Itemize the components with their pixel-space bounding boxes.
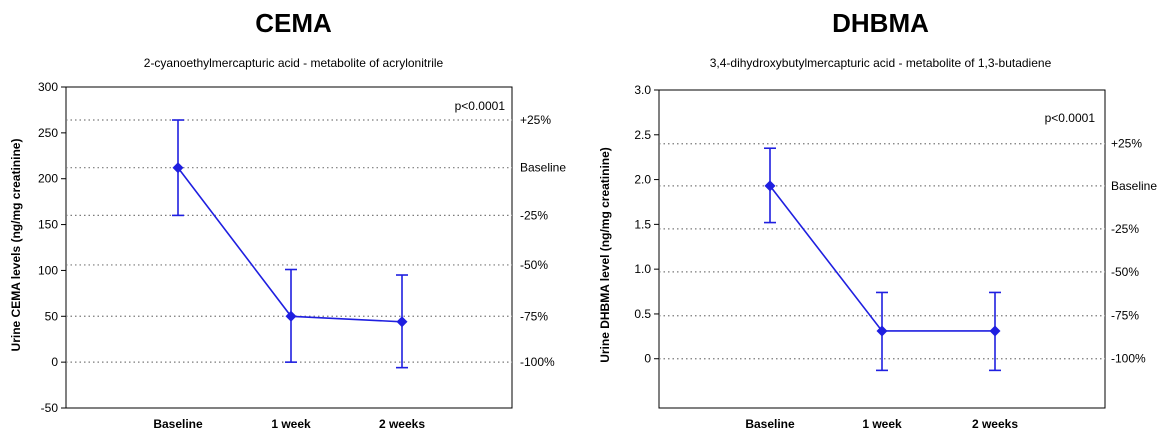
chart-subtitle: 2-cyanoethylmercapturic acid - metabolit… <box>143 56 444 70</box>
data-point-marker <box>989 325 1001 337</box>
y-tick-label: 250 <box>38 126 58 140</box>
dhbma-chart-svg: 0 0.5 1.0 1.5 2.0 2.5 3.0 +25% Baseline -25% -50% -… <box>598 83 1157 431</box>
reference-label: -25% <box>520 208 548 222</box>
y-tick-label: 300 <box>38 80 58 94</box>
dhbma-chart-panel: DHBMA 3,4-dihydroxybutylmercapturic acid… <box>587 0 1174 433</box>
y-tick-label: 3.0 <box>634 83 651 97</box>
cema-chart-svg: -50 0 50 100 150 200 250 300 +25% Baseline -25% -50… <box>9 80 566 431</box>
reference-label: -75% <box>1111 309 1139 323</box>
x-category-label: 1 week <box>271 417 311 431</box>
reference-label: +25% <box>1111 137 1142 151</box>
y-tick-label: 200 <box>38 172 58 186</box>
y-axis-label: Urine DHBMA level (ng/mg creatinine) <box>598 147 612 363</box>
cema-chart-panel: CEMA 2-cyanoethylmercapturic acid - meta… <box>9 8 566 431</box>
reference-label: Baseline <box>1111 179 1157 193</box>
y-tick-label: 2.0 <box>634 173 651 187</box>
chart-title: DHBMA <box>832 8 929 38</box>
reference-label: Baseline <box>520 161 566 175</box>
reference-label: -100% <box>520 355 555 369</box>
y-tick-label: 0.5 <box>634 307 651 321</box>
data-point-marker <box>396 316 408 328</box>
reference-label: -25% <box>1111 222 1139 236</box>
reference-label: -50% <box>1111 265 1139 279</box>
data-point-marker <box>764 180 776 192</box>
y-tick-label: 0 <box>644 352 651 366</box>
y-tick-label: 1.0 <box>634 262 651 276</box>
x-category-label: Baseline <box>153 417 203 431</box>
x-category-label: 2 weeks <box>379 417 425 431</box>
chart-title: CEMA <box>255 8 332 38</box>
y-tick-label: 0 <box>51 355 58 369</box>
y-tick-label: 50 <box>45 309 59 323</box>
reference-label: +25% <box>520 113 551 127</box>
y-tick-label: -50 <box>41 401 59 415</box>
y-tick-label: 100 <box>38 263 58 277</box>
reference-label: -100% <box>1111 352 1146 366</box>
y-tick-label: 150 <box>38 218 58 232</box>
data-point-marker <box>172 162 184 174</box>
data-point-marker <box>285 310 297 322</box>
x-category-label: Baseline <box>745 417 795 431</box>
data-point-marker <box>876 325 888 337</box>
reference-label: -50% <box>520 258 548 272</box>
series-line <box>177 167 403 323</box>
y-tick-label: 2.5 <box>634 128 651 142</box>
p-value-annotation: p<0.0001 <box>455 99 506 113</box>
y-tick-label: 1.5 <box>634 217 651 231</box>
p-value-annotation: p<0.0001 <box>1045 111 1096 125</box>
x-category-label: 2 weeks <box>972 417 1018 431</box>
plot-frame <box>658 89 1106 409</box>
y-axis-label: Urine CEMA levels (ng/mg creatinine) <box>9 139 23 352</box>
plot-frame <box>65 86 513 409</box>
chart-subtitle: 3,4-dihydroxybutylmercapturic acid - met… <box>709 56 1052 70</box>
x-category-label: 1 week <box>862 417 902 431</box>
reference-label: -75% <box>520 309 548 323</box>
